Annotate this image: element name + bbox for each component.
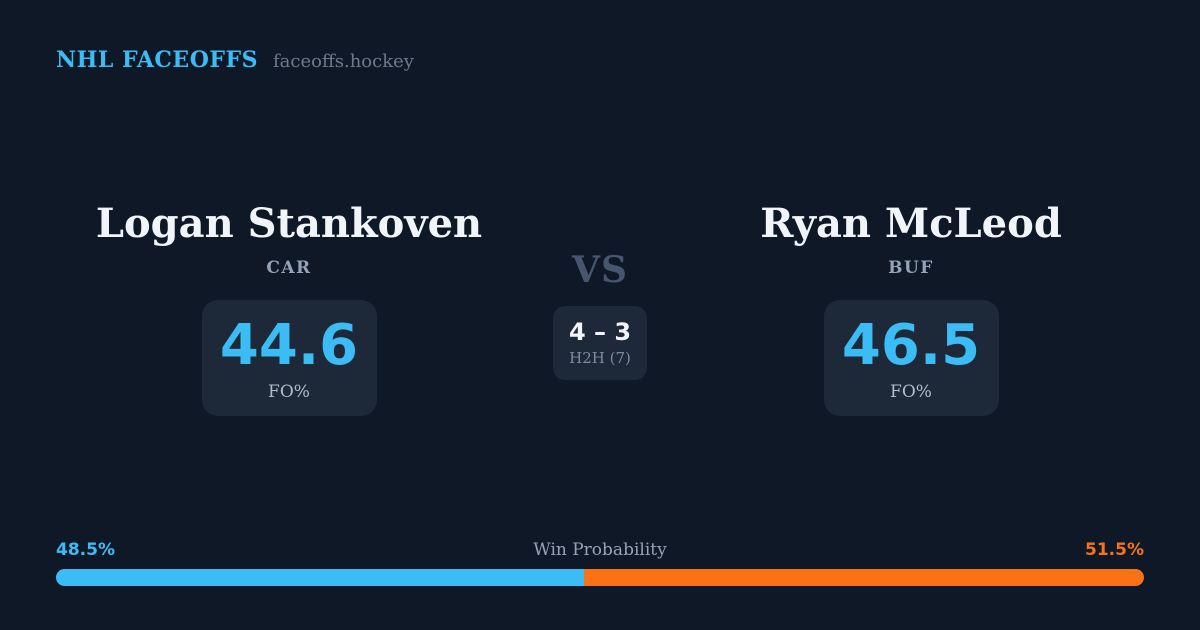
matchup-section: Logan Stankoven CAR 44.6 FO% VS 4 – 3 H2… (0, 200, 1200, 416)
h2h-label: H2H (7) (569, 349, 631, 367)
vs-label: VS (572, 249, 628, 291)
player-right-stat-value: 46.5 (841, 313, 981, 378)
win-probability-bar (56, 569, 1144, 586)
player-left-name: Logan Stankoven (95, 200, 483, 247)
player-right-stat-label: FO% (890, 382, 932, 402)
h2h-score: 4 – 3 (568, 318, 632, 346)
player-left: Logan Stankoven CAR 44.6 FO% (56, 200, 522, 416)
win-probability-bar-right-segment (583, 569, 1144, 586)
player-right: Ryan McLeod BUF 46.5 FO% (678, 200, 1144, 416)
brand-domain: faceoffs.hockey (273, 51, 414, 72)
player-right-team: BUF (888, 258, 934, 278)
win-probability-left-pct: 48.5% (56, 540, 115, 560)
h2h-card: 4 – 3 H2H (7) (552, 306, 648, 380)
player-left-stat-value: 44.6 (219, 313, 359, 378)
player-left-team: CAR (266, 258, 312, 278)
win-probability-labels: 48.5% Win Probability 51.5% (56, 540, 1144, 560)
player-left-stat-label: FO% (268, 382, 310, 402)
win-probability-right-pct: 51.5% (1085, 540, 1144, 560)
player-left-stat-card: 44.6 FO% (201, 300, 377, 416)
matchup-center: VS 4 – 3 H2H (7) (522, 200, 678, 416)
win-probability-title: Win Probability (533, 540, 667, 560)
player-right-stat-card: 46.5 FO% (823, 300, 999, 416)
player-right-name: Ryan McLeod (760, 200, 1062, 247)
win-probability-bar-left-segment (56, 569, 584, 586)
brand-title: NHL FACEOFFS (56, 47, 258, 73)
win-probability-section: 48.5% Win Probability 51.5% (56, 540, 1144, 586)
header: NHL FACEOFFS faceoffs.hockey (56, 47, 414, 73)
